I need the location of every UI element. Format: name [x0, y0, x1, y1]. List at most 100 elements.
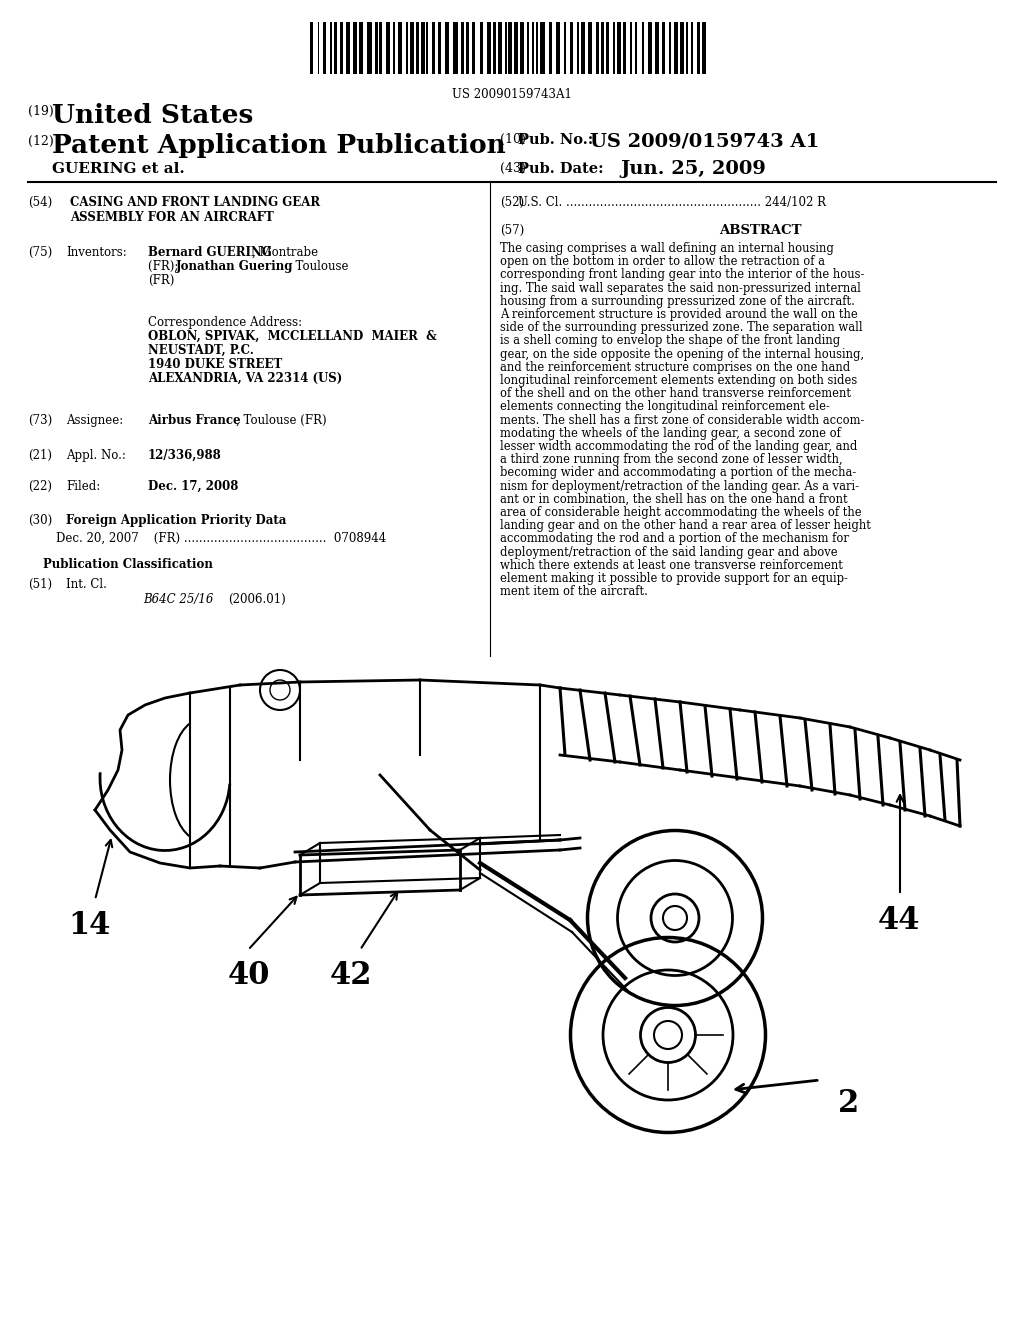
Text: GUERING et al.: GUERING et al. — [52, 162, 184, 176]
Bar — [331, 22, 332, 74]
Bar — [410, 22, 414, 74]
Bar — [617, 22, 621, 74]
Text: and the reinforcement structure comprises on the one hand: and the reinforcement structure comprise… — [500, 360, 850, 374]
Bar — [581, 22, 585, 74]
Bar — [445, 22, 450, 74]
Bar — [680, 22, 684, 74]
Text: ALEXANDRIA, VA 22314 (US): ALEXANDRIA, VA 22314 (US) — [148, 372, 342, 385]
Bar — [472, 22, 475, 74]
Bar — [601, 22, 604, 74]
Text: of the shell and on the other hand transverse reinforcement: of the shell and on the other hand trans… — [500, 387, 851, 400]
Text: (75): (75) — [28, 246, 52, 259]
Text: (57): (57) — [500, 224, 524, 238]
Text: , Toulouse: , Toulouse — [288, 260, 348, 273]
Bar — [454, 22, 458, 74]
Text: (FR): (FR) — [148, 275, 174, 286]
Text: (73): (73) — [28, 414, 52, 426]
Text: A reinforcement structure is provided around the wall on the: A reinforcement structure is provided ar… — [500, 308, 858, 321]
Bar — [674, 22, 678, 74]
Bar — [662, 22, 666, 74]
Bar — [531, 22, 534, 74]
Text: 40: 40 — [228, 960, 270, 991]
Text: ments. The shell has a first zone of considerable width accom-: ments. The shell has a first zone of con… — [500, 413, 864, 426]
Text: (54): (54) — [28, 195, 52, 209]
Bar — [670, 22, 671, 74]
Bar — [514, 22, 518, 74]
Bar — [417, 22, 419, 74]
Bar — [701, 22, 706, 74]
Text: Int. Cl.: Int. Cl. — [66, 578, 106, 591]
Bar — [537, 22, 538, 74]
Text: a third zone running from the second zone of lesser width,: a third zone running from the second zon… — [500, 453, 843, 466]
Text: , Montrabe: , Montrabe — [252, 246, 318, 259]
Text: Correspondence Address:: Correspondence Address: — [148, 315, 302, 329]
Bar — [685, 22, 688, 74]
Text: corresponding front landing gear into the interior of the hous-: corresponding front landing gear into th… — [500, 268, 864, 281]
Bar — [487, 22, 492, 74]
Bar — [397, 22, 402, 74]
Bar — [379, 22, 382, 74]
Text: elements connecting the longitudinal reinforcement ele-: elements connecting the longitudinal rei… — [500, 400, 829, 413]
Text: B64C 25/16: B64C 25/16 — [143, 593, 213, 606]
Text: Airbus France: Airbus France — [148, 414, 241, 426]
Text: ant or in combination, the shell has on the one hand a front: ant or in combination, the shell has on … — [500, 492, 848, 506]
Text: 2: 2 — [838, 1088, 859, 1119]
Bar — [499, 22, 502, 74]
Text: Assignee:: Assignee: — [66, 414, 123, 426]
Bar — [642, 22, 644, 74]
Bar — [564, 22, 565, 74]
Bar — [635, 22, 637, 74]
Text: (19): (19) — [28, 106, 53, 117]
Bar — [505, 22, 507, 74]
Text: Pub. Date:: Pub. Date: — [518, 162, 603, 176]
Text: landing gear and on the other hand a rear area of lesser height: landing gear and on the other hand a rea… — [500, 519, 870, 532]
Text: ABSTRACT: ABSTRACT — [719, 224, 801, 238]
Text: 42: 42 — [330, 960, 373, 991]
Bar — [570, 22, 573, 74]
Bar — [461, 22, 464, 74]
Bar — [697, 22, 699, 74]
Text: 14: 14 — [68, 909, 111, 941]
Text: (52): (52) — [500, 195, 524, 209]
Text: ASSEMBLY FOR AN AIRCRAFT: ASSEMBLY FOR AN AIRCRAFT — [70, 211, 273, 224]
Text: The casing comprises a wall defining an internal housing: The casing comprises a wall defining an … — [500, 242, 834, 255]
Bar — [691, 22, 693, 74]
Text: element making it possible to provide support for an equip-: element making it possible to provide su… — [500, 572, 848, 585]
Text: (43): (43) — [500, 162, 526, 176]
Text: open on the bottom in order to allow the retraction of a: open on the bottom in order to allow the… — [500, 255, 825, 268]
Text: (12): (12) — [28, 135, 53, 148]
Text: gear, on the side opposite the opening of the internal housing,: gear, on the side opposite the opening o… — [500, 347, 864, 360]
Text: Publication Classification: Publication Classification — [43, 558, 213, 572]
Bar — [392, 22, 395, 74]
Text: (51): (51) — [28, 578, 52, 591]
Bar — [466, 22, 469, 74]
Text: housing from a surrounding pressurized zone of the aircraft.: housing from a surrounding pressurized z… — [500, 294, 855, 308]
Bar — [655, 22, 659, 74]
Bar — [346, 22, 349, 74]
Text: (22): (22) — [28, 480, 52, 492]
Bar — [520, 22, 524, 74]
Bar — [556, 22, 560, 74]
Bar — [368, 22, 372, 74]
Text: becoming wider and accommodating a portion of the mecha-: becoming wider and accommodating a porti… — [500, 466, 856, 479]
Text: Jonathan Guering: Jonathan Guering — [176, 260, 294, 273]
Text: lesser width accommodating the rod of the landing gear, and: lesser width accommodating the rod of th… — [500, 440, 857, 453]
Text: ing. The said wall separates the said non-pressurized internal: ing. The said wall separates the said no… — [500, 281, 861, 294]
Text: (10): (10) — [500, 133, 526, 147]
Text: Jun. 25, 2009: Jun. 25, 2009 — [620, 160, 766, 178]
Bar — [421, 22, 425, 74]
Bar — [527, 22, 529, 74]
Bar — [508, 22, 512, 74]
Bar — [606, 22, 608, 74]
Bar — [479, 22, 483, 74]
Text: Dec. 17, 2008: Dec. 17, 2008 — [148, 480, 239, 492]
Bar — [431, 22, 435, 74]
Text: 44: 44 — [878, 906, 921, 936]
Bar — [386, 22, 390, 74]
Text: 12/336,988: 12/336,988 — [148, 449, 222, 462]
Bar — [596, 22, 599, 74]
Text: NEUSTADT, P.C.: NEUSTADT, P.C. — [148, 345, 254, 356]
Text: United States: United States — [52, 103, 253, 128]
Text: accommodating the rod and a portion of the mechanism for: accommodating the rod and a portion of t… — [500, 532, 849, 545]
Text: (21): (21) — [28, 449, 52, 462]
